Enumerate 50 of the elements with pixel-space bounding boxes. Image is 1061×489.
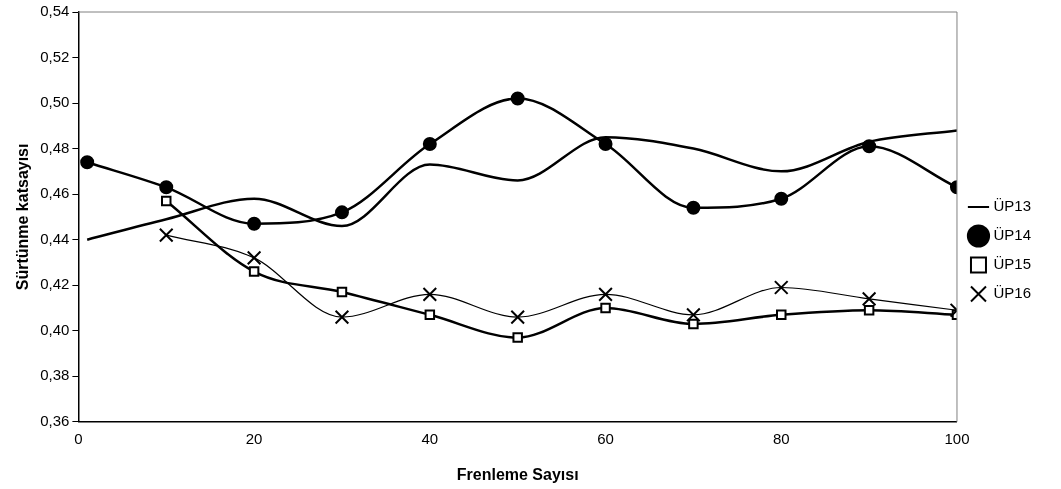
point xyxy=(246,250,262,266)
point xyxy=(422,286,438,302)
y-tick-label: 0,38 xyxy=(40,366,70,384)
y-axis-title: Sürtünme katsayısı xyxy=(14,143,32,291)
y-tick-label: 0,50 xyxy=(40,93,70,111)
point xyxy=(158,227,174,243)
legend-label: ÜP15 xyxy=(993,255,1032,273)
legend-label: ÜP14 xyxy=(993,226,1032,244)
x-tick-label: 60 xyxy=(597,429,614,447)
x-tick-label: 100 xyxy=(944,429,970,447)
point xyxy=(80,155,95,170)
point xyxy=(773,280,789,295)
x-axis-title: Frenleme Sayısı xyxy=(456,465,579,483)
point xyxy=(159,180,174,195)
y-tick-label: 0,42 xyxy=(40,275,70,293)
point xyxy=(334,309,350,325)
point xyxy=(600,302,611,314)
y-tick-label: 0,52 xyxy=(40,47,70,65)
point xyxy=(334,205,349,220)
point xyxy=(161,195,172,207)
point xyxy=(598,286,613,302)
point xyxy=(774,191,789,206)
point xyxy=(776,309,787,321)
x-tick-label: 40 xyxy=(421,429,439,447)
y-tick-label: 0,40 xyxy=(40,320,70,338)
point xyxy=(862,139,877,154)
y-tick-label: 0,44 xyxy=(40,229,70,247)
y-tick-label: 0,54 xyxy=(40,2,70,20)
legend-label: ÜP13 xyxy=(993,197,1032,215)
point xyxy=(510,91,525,106)
y-tick-label: 0,48 xyxy=(40,138,70,156)
point xyxy=(688,318,699,330)
x-tick-label: 80 xyxy=(772,429,790,447)
y-tick-label: 0,36 xyxy=(40,411,70,429)
point xyxy=(424,309,436,321)
point xyxy=(861,291,877,307)
point xyxy=(686,200,701,215)
x-tick-label: 20 xyxy=(245,429,263,447)
x-tick-label: 0 xyxy=(74,429,83,447)
y-tick-label: 0,46 xyxy=(40,184,70,202)
point xyxy=(422,137,437,152)
point xyxy=(598,137,613,152)
point xyxy=(336,286,348,298)
legend-label: ÜP16 xyxy=(993,284,1032,302)
point xyxy=(248,266,260,277)
point xyxy=(863,305,875,316)
point xyxy=(512,332,523,343)
point xyxy=(510,309,526,325)
point xyxy=(686,307,701,323)
point xyxy=(247,216,262,231)
